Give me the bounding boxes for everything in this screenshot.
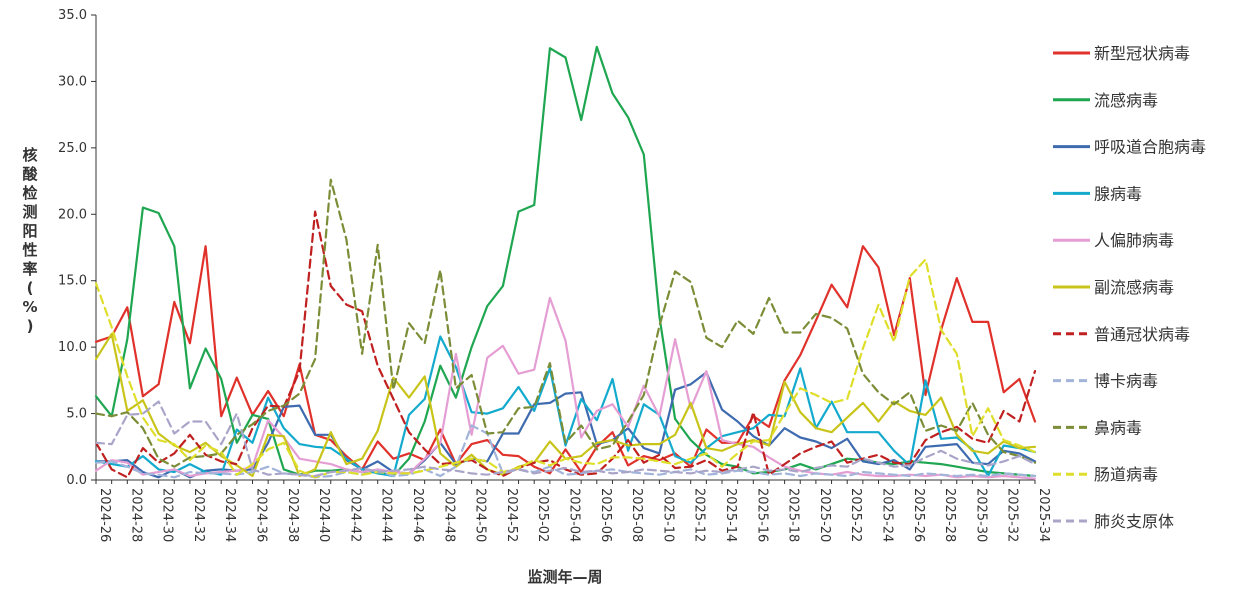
legend-label: 博卡病毒: [1094, 372, 1158, 391]
series-line-11: [94, 400, 1037, 478]
y-tick-label: 25.0: [58, 141, 87, 156]
legend-label: 人偏肺病毒: [1094, 231, 1174, 250]
legend-label: 新型冠状病毒: [1094, 44, 1190, 63]
legend-label: 肠道病毒: [1094, 465, 1158, 484]
x-tick-label: 2024-40: [316, 488, 331, 542]
x-tick-label: 2024-36: [254, 488, 269, 542]
series-line-8: [94, 424, 1037, 479]
legend-label: 肺炎支原体: [1094, 512, 1174, 531]
x-tick-label: 2025-12: [692, 488, 707, 542]
x-tick-label: 2024-32: [191, 488, 206, 542]
x-tick-label: 2024-52: [504, 488, 519, 542]
legend-label: 流感病毒: [1094, 91, 1158, 110]
x-tick-label: 2025-16: [754, 488, 769, 542]
x-tick-label: 2025-22: [848, 488, 863, 542]
x-tick-label: 2025-34: [1036, 488, 1051, 542]
series-line-2: [94, 45, 1037, 478]
x-tick-label: 2025-26: [911, 488, 926, 542]
x-tick-label: 2024-30: [160, 488, 175, 542]
x-tick-label: 2024-34: [222, 488, 237, 542]
x-tick-label: 2025-10: [660, 488, 675, 542]
legend-label: 副流感病毒: [1094, 278, 1174, 297]
legend-label: 鼻病毒: [1094, 418, 1142, 437]
x-tick-label: 2025-20: [817, 488, 832, 542]
y-tick-label: 5.0: [66, 407, 87, 422]
x-tick-label: 2025-32: [1005, 488, 1020, 542]
series-line-7: [94, 210, 1037, 479]
x-tick-label: 2025-30: [973, 488, 988, 542]
series-line-10: [94, 258, 1037, 479]
x-tick-label: 2025-08: [629, 488, 644, 542]
x-tick-label: 2024-50: [473, 488, 488, 542]
x-tick-label: 2025-02: [535, 488, 550, 542]
legend-label: 普通冠状病毒: [1094, 325, 1190, 344]
y-tick-label: 10.0: [58, 340, 87, 355]
y-tick-label: 15.0: [58, 274, 87, 289]
x-tick-label: 2025-04: [567, 488, 582, 542]
x-tick-label: 2024-42: [347, 488, 362, 542]
x-tick-label: 2024-28: [128, 488, 143, 542]
legend-label: 呼吸道合胞病毒: [1094, 138, 1206, 157]
x-tick-label: 2025-14: [723, 488, 738, 542]
x-axis: 2024-26 2024-28 2024-30 2024-32 2024-34 2024-…: [95, 479, 1051, 542]
series-line-4: [94, 335, 1037, 478]
x-tick-label: 2024-44: [379, 488, 394, 542]
x-tick-label: 2025-06: [598, 488, 613, 542]
x-tick-label: 2024-46: [410, 488, 425, 542]
x-tick-label: 2025-28: [942, 488, 957, 542]
y-tick-label: 20.0: [58, 207, 87, 222]
x-tick-label: 2024-26: [97, 488, 112, 542]
series-line-9: [94, 178, 1037, 468]
x-axis-title: 监测年—周: [527, 568, 602, 586]
legend-label: 腺病毒: [1094, 184, 1142, 203]
x-tick-label: 2025-24: [880, 488, 895, 542]
y-tick-label: 30.0: [58, 74, 87, 89]
y-axis-title: 核酸检测阳性率(%): [22, 146, 38, 335]
x-tick-label: 2024-38: [285, 488, 300, 542]
y-axis: 0.0 5.0 10.0 15.0 20.0 25.0 30.0 35.0: [58, 8, 97, 488]
x-tick-label: 2024-48: [441, 488, 456, 542]
legend: 新型冠状病毒流感病毒呼吸道合胞病毒腺病毒人偏肺病毒副流感病毒普通冠状病毒博卡病毒…: [1053, 44, 1206, 531]
series-lines: [94, 45, 1037, 480]
x-tick-label: 2025-18: [786, 488, 801, 542]
y-tick-label: 0.0: [66, 473, 87, 488]
y-tick-label: 35.0: [58, 8, 87, 23]
